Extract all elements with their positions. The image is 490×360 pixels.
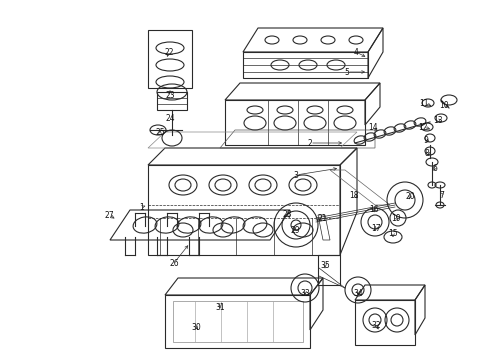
Text: 30: 30 xyxy=(191,323,201,332)
Text: 18: 18 xyxy=(349,190,359,199)
Bar xyxy=(148,30,192,88)
Text: 12: 12 xyxy=(418,122,428,131)
Text: 29: 29 xyxy=(290,225,300,234)
Text: 28: 28 xyxy=(282,210,292,219)
Text: 3: 3 xyxy=(294,171,298,180)
Text: 8: 8 xyxy=(425,149,429,158)
Text: 23: 23 xyxy=(165,90,175,99)
Text: 20: 20 xyxy=(405,192,415,201)
Text: 21: 21 xyxy=(317,213,327,222)
Text: 11: 11 xyxy=(419,99,429,108)
Text: 22: 22 xyxy=(164,48,174,57)
Text: 24: 24 xyxy=(165,113,175,122)
Text: 31: 31 xyxy=(215,302,225,311)
Text: 7: 7 xyxy=(440,190,444,199)
Text: 27: 27 xyxy=(104,211,114,220)
Text: 10: 10 xyxy=(439,100,449,109)
Text: 34: 34 xyxy=(353,288,363,297)
Text: 13: 13 xyxy=(433,116,443,125)
Text: 16: 16 xyxy=(369,204,379,213)
Text: 1: 1 xyxy=(140,202,145,212)
Bar xyxy=(157,92,187,110)
Text: 32: 32 xyxy=(371,320,381,329)
Text: 9: 9 xyxy=(423,135,428,144)
Text: 25: 25 xyxy=(155,127,165,136)
Text: 19: 19 xyxy=(391,213,401,222)
Text: 4: 4 xyxy=(354,48,359,57)
Text: 2: 2 xyxy=(308,139,313,148)
Text: 14: 14 xyxy=(368,122,378,131)
Text: 17: 17 xyxy=(371,224,381,233)
Text: 5: 5 xyxy=(344,68,349,77)
Text: 6: 6 xyxy=(433,163,438,172)
Text: 26: 26 xyxy=(169,258,179,267)
Text: 15: 15 xyxy=(388,229,398,238)
Text: 33: 33 xyxy=(300,288,310,297)
Text: 35: 35 xyxy=(320,261,330,270)
